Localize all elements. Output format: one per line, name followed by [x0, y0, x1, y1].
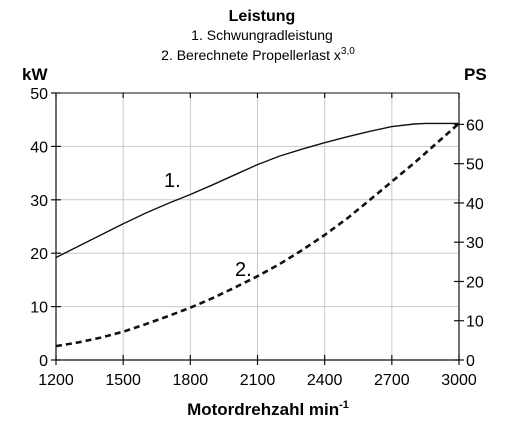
right-tick-label: 20 — [466, 274, 484, 291]
series-line-2 — [55, 122, 460, 348]
left-tick-label: 50 — [30, 86, 48, 103]
x-axis-label-superscript: -1 — [339, 399, 349, 411]
left-tick-label: 10 — [30, 300, 48, 317]
chart-subtitle-2: 2. Berechnete Propellerlast x3,0 — [161, 46, 355, 63]
x-tick-label: 3000 — [441, 372, 477, 389]
x-tick-label: 1200 — [38, 372, 74, 389]
right-tick-label: 0 — [466, 353, 475, 370]
left-tick-label: 30 — [30, 193, 48, 210]
chart-subtitle-2-exponent: 3,0 — [341, 46, 355, 57]
right-tick-label: 30 — [466, 235, 484, 252]
right-tick-label: 60 — [466, 117, 484, 134]
chart-title: Leistung — [229, 8, 296, 25]
x-tick-label: 1800 — [173, 372, 209, 389]
x-axis-label-text: Motordrehzahl min — [187, 400, 339, 419]
x-tick-label: 2100 — [240, 372, 276, 389]
left-tick-label: 40 — [30, 139, 48, 156]
series-layer — [55, 122, 460, 348]
curve-label-2: 2. — [235, 259, 252, 281]
x-tick-label: 1500 — [105, 372, 141, 389]
axis-layer: 0 10 20 30 40 50 0 10 20 30 40 50 60 1200 1500 1800 2100… — [30, 86, 484, 389]
x-tick-label: 2400 — [307, 372, 343, 389]
left-tick-label: 0 — [39, 353, 48, 370]
right-axis-unit: PS — [464, 65, 487, 84]
series-line-1 — [55, 122, 459, 259]
x-tick-label: 2700 — [374, 372, 410, 389]
chart-subtitle-1: 1. Schwungradleistung — [191, 27, 333, 43]
chart-subtitle-2-text: 2. Berechnete Propellerlast x — [161, 47, 341, 63]
left-axis-unit: kW — [22, 65, 48, 84]
right-tick-label: 40 — [466, 196, 484, 213]
left-tick-label: 20 — [30, 246, 48, 263]
right-tick-label: 10 — [466, 314, 484, 331]
curve-label-1: 1. — [164, 170, 181, 192]
x-axis-label: Motordrehzahl min-1 — [187, 399, 349, 419]
right-tick-label: 50 — [466, 157, 484, 174]
